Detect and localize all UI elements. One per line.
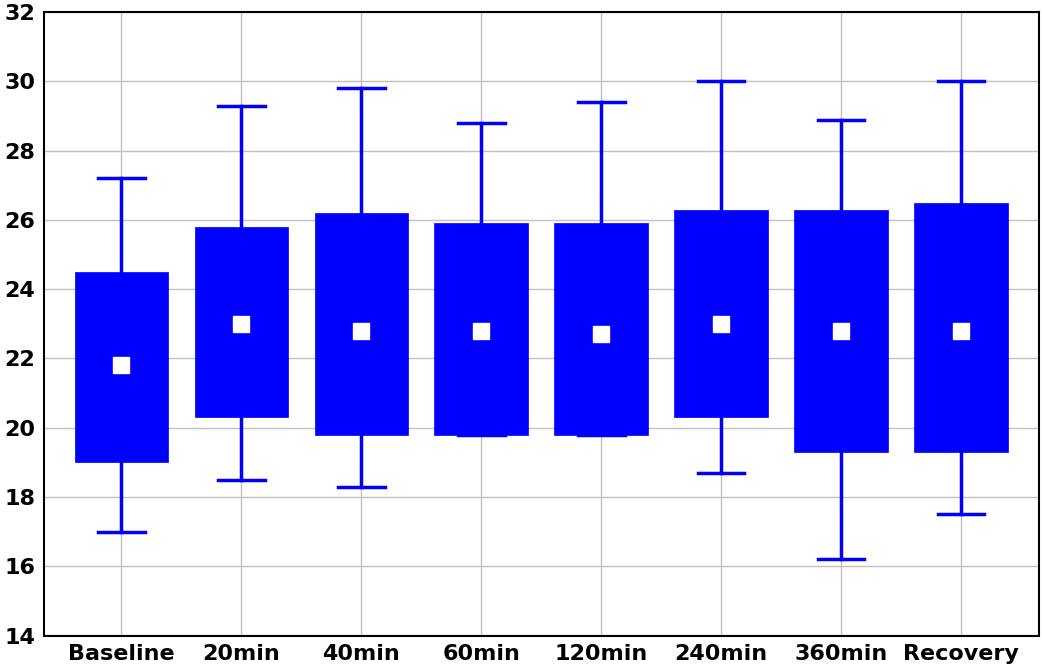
PathPatch shape: [75, 272, 168, 462]
PathPatch shape: [794, 210, 888, 452]
PathPatch shape: [195, 227, 288, 418]
PathPatch shape: [674, 210, 768, 418]
PathPatch shape: [555, 223, 648, 435]
PathPatch shape: [914, 202, 1008, 452]
PathPatch shape: [315, 213, 408, 435]
PathPatch shape: [435, 223, 528, 435]
